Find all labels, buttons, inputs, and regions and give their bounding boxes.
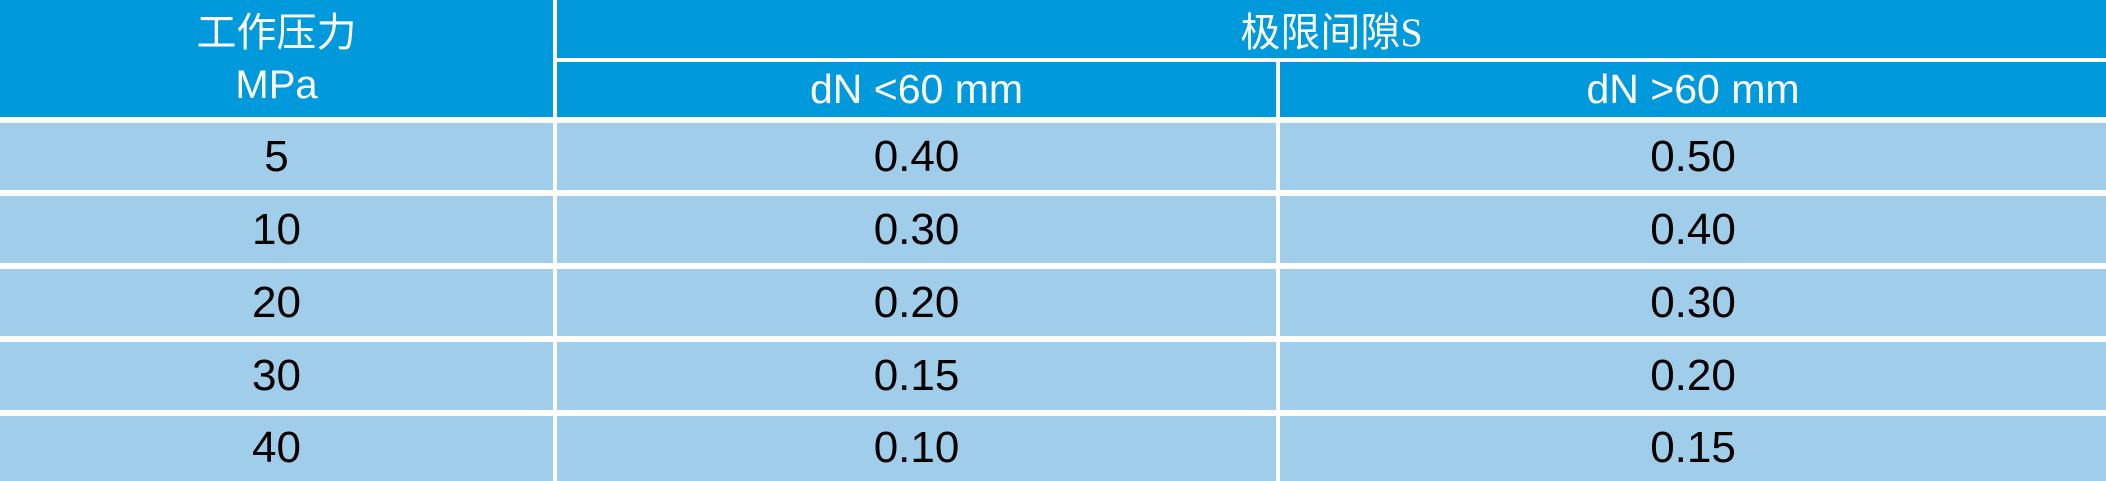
header-row-group: 工作压力 MPa 极限间隙S bbox=[0, 0, 2106, 123]
pressure-title: 工作压力 bbox=[196, 9, 357, 55]
clearance-group-header-cell: 极限间隙S bbox=[557, 0, 2106, 62]
table-body: 5 0.40 0.50 10 0.30 0.40 20 0.20 0.30 30… bbox=[0, 123, 2106, 481]
clearance-small-cell: 0.20 bbox=[557, 269, 1281, 343]
clearance-small-cell: 0.40 bbox=[557, 123, 1281, 197]
clearance-large-cell: 0.15 bbox=[1280, 415, 2106, 481]
clearance-large-cell: 0.40 bbox=[1280, 196, 2106, 270]
clearance-small-cell: 0.30 bbox=[557, 196, 1281, 270]
table-header: 工作压力 MPa 极限间隙S dN <60 mm dN >60 mm bbox=[0, 0, 2106, 123]
clearance-small-cell: 0.10 bbox=[557, 415, 1281, 481]
table-row: 40 0.10 0.15 bbox=[0, 415, 2106, 481]
clearance-large-cell: 0.20 bbox=[1280, 342, 2106, 416]
clearance-small-cell: 0.15 bbox=[557, 342, 1281, 416]
table-row: 10 0.30 0.40 bbox=[0, 196, 2106, 270]
pressure-unit: MPa bbox=[235, 62, 318, 107]
header-row-sub: dN <60 mm dN >60 mm bbox=[0, 62, 2106, 123]
pressure-cell: 20 bbox=[0, 269, 558, 343]
clearance-large-cell: 0.50 bbox=[1280, 123, 2106, 197]
table-row: 30 0.15 0.20 bbox=[0, 342, 2106, 416]
table-row: 5 0.40 0.50 bbox=[0, 123, 2106, 197]
clearance-large-cell: 0.30 bbox=[1280, 269, 2106, 343]
dn-large-header-cell: dN >60 mm bbox=[1280, 62, 2106, 123]
dn-small-header-cell: dN <60 mm bbox=[557, 62, 1281, 123]
table-row: 20 0.20 0.30 bbox=[0, 269, 2106, 343]
pressure-cell: 30 bbox=[0, 342, 558, 416]
pressure-cell: 40 bbox=[0, 415, 558, 481]
pressure-header-cell: 工作压力 MPa bbox=[0, 0, 558, 123]
pressure-cell: 5 bbox=[0, 123, 558, 197]
pressure-cell: 10 bbox=[0, 196, 558, 270]
